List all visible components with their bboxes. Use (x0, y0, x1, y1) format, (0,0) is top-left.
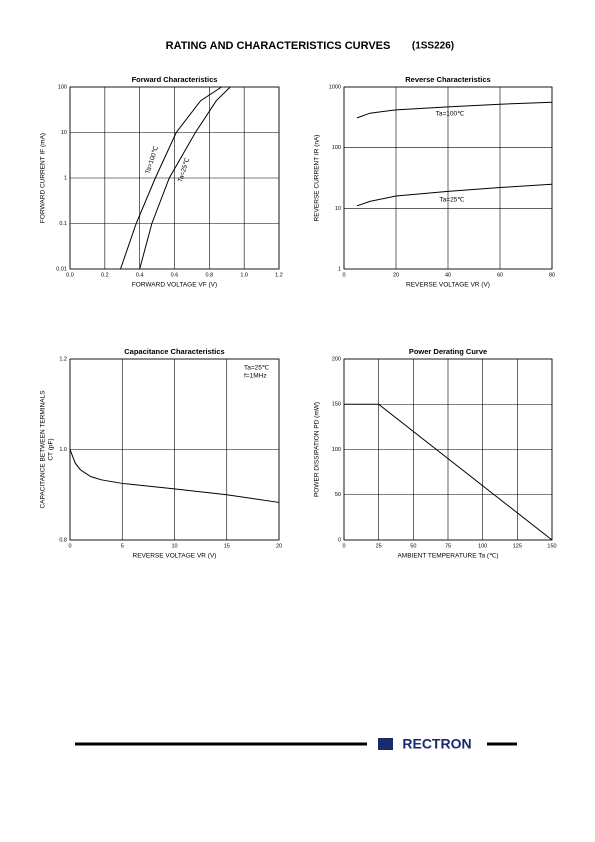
y-tick-label: 100 (58, 84, 67, 90)
x-tick-label: 20 (276, 543, 282, 549)
x-tick-label: 0.6 (171, 272, 179, 278)
x-tick-label: 40 (445, 272, 451, 278)
logo-icon (378, 738, 393, 750)
x-axis-label: REVERSE VOLTAGE VR (V) (133, 553, 217, 560)
x-tick-label: 1.2 (275, 272, 283, 278)
series-label: Ta=100℃ (144, 145, 160, 175)
y-tick-label: 0.1 (59, 221, 67, 227)
page-title: RATING AND CHARACTERISTICS CURVES (166, 40, 391, 52)
y-axis-label: POWER DISSIPATION PD (mW) (314, 402, 321, 497)
x-tick-label: 0 (342, 543, 345, 549)
y-tick-label: 10 (61, 130, 67, 136)
y-tick-label: 1.0 (59, 447, 67, 453)
x-axis-label: FORWARD VOLTAGE VF (V) (132, 282, 217, 289)
y-tick-label: 1 (64, 175, 67, 181)
x-tick-label: 60 (497, 272, 503, 278)
part-number: (1SS226) (412, 41, 454, 52)
y-tick-label: 0.01 (56, 266, 67, 272)
x-tick-label: 50 (410, 543, 416, 549)
y-axis-label: FORWARD CURRENT IF (mA) (40, 133, 47, 223)
y-axis-label: REVERSE CURRENT IR (nA) (314, 135, 321, 222)
curve (356, 183, 553, 207)
x-tick-label: 0.8 (206, 272, 214, 278)
curve (356, 101, 553, 119)
series-label: Ta=25℃ (439, 197, 465, 204)
x-tick-label: 0.0 (66, 272, 74, 278)
x-tick-label: 15 (224, 543, 230, 549)
x-tick-label: 150 (547, 543, 556, 549)
x-tick-label: 0.2 (101, 272, 109, 278)
chart-title: Power Derating Curve (409, 347, 487, 356)
chart-title: Forward Characteristics (132, 75, 218, 84)
x-tick-label: 10 (171, 543, 177, 549)
annotation: f=1MHz (244, 373, 267, 380)
x-tick-label: 25 (376, 543, 382, 549)
x-tick-label: 20 (393, 272, 399, 278)
x-tick-label: 75 (445, 543, 451, 549)
y-tick-label: 10 (335, 206, 341, 212)
curve (344, 403, 553, 541)
y-tick-label: 100 (332, 145, 341, 151)
chart-title: Reverse Characteristics (405, 75, 490, 84)
x-tick-label: 1.0 (240, 272, 248, 278)
y-tick-label: 150 (332, 402, 341, 408)
x-tick-label: 125 (513, 543, 522, 549)
y-tick-label: 0 (338, 537, 341, 543)
x-tick-label: 80 (549, 272, 555, 278)
curve (139, 86, 231, 270)
x-axis-label: REVERSE VOLTAGE VR (V) (406, 282, 490, 289)
curve (120, 86, 222, 270)
y-tick-label: 50 (335, 492, 341, 498)
y-tick-label: 1000 (329, 84, 341, 90)
y-tick-label: 1.2 (59, 356, 67, 362)
x-tick-label: 100 (478, 543, 487, 549)
annotation: Ta=25℃ (244, 365, 270, 372)
y-tick-label: 100 (332, 447, 341, 453)
x-tick-label: 5 (121, 543, 124, 549)
curve (69, 449, 280, 503)
chart-title: Capacitance Characteristics (124, 347, 224, 356)
y-axis-label: CAPACITANCE BETWEEN TERMINALS (40, 390, 47, 509)
series-label: Ta=100℃ (436, 111, 466, 118)
y-tick-label: 1 (338, 266, 341, 272)
x-tick-label: 0.4 (136, 272, 144, 278)
x-axis-label: AMBIENT TEMPERATURE Ta (℃) (397, 553, 498, 560)
x-tick-label: 0 (68, 543, 71, 549)
brand: RECTRON (402, 736, 471, 752)
y-tick-label: 0.8 (59, 537, 67, 543)
y-axis-label: CT (pF) (48, 438, 55, 460)
y-tick-label: 200 (332, 356, 341, 362)
x-tick-label: 0 (342, 272, 345, 278)
